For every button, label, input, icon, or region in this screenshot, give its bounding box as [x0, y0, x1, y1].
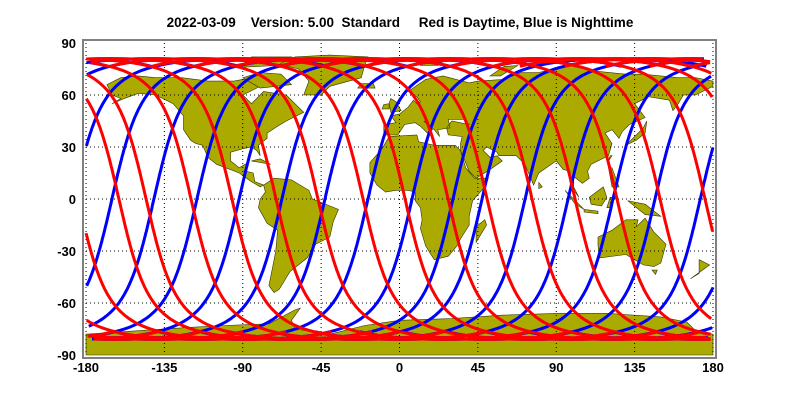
land-borneo: [588, 186, 608, 207]
day-track: [233, 57, 707, 341]
plot-frame: [82, 39, 717, 359]
y-tick-label: 0: [69, 192, 76, 207]
night-track: [228, 57, 710, 341]
night-track: [359, 62, 707, 341]
day-track: [90, 57, 572, 341]
land-africa: [369, 134, 489, 261]
land-sri-lanka: [538, 181, 543, 190]
night-track: [89, 57, 579, 341]
night-track: [271, 57, 704, 341]
y-tick-label: -90: [57, 348, 76, 363]
day-track: [86, 73, 400, 341]
day-track: [90, 61, 445, 341]
x-tick-label: 45: [471, 360, 485, 375]
y-tick-label: -60: [57, 296, 76, 311]
day-track: [109, 57, 617, 341]
day-track: [321, 57, 711, 341]
x-tick-label: 90: [549, 360, 563, 375]
day-track: [451, 57, 715, 232]
day-track: [85, 97, 373, 341]
x-tick-label: 0: [396, 360, 403, 375]
y-tick-label: -30: [57, 244, 76, 259]
day-track: [691, 61, 711, 68]
y-tick-label: 30: [62, 140, 76, 155]
day-track: [649, 57, 703, 68]
day-track: [278, 57, 711, 341]
x-tick-label: -90: [233, 360, 252, 375]
night-track: [158, 57, 666, 341]
y-tick-label: 60: [62, 88, 76, 103]
x-tick-label: -180: [73, 360, 99, 375]
land-new-zealand: [690, 259, 711, 279]
land-greenland: [276, 54, 369, 96]
land-java: [583, 209, 599, 215]
ground-tracks: [84, 57, 715, 341]
day-track: [363, 57, 711, 336]
day-track: [194, 57, 702, 341]
day-track: [84, 232, 332, 341]
day-track: [406, 57, 713, 320]
x-tick-label: 180: [702, 360, 724, 375]
land-north-america: [106, 75, 305, 188]
land-taiwan: [608, 155, 613, 162]
chart-title: 2022-03-09 Version: 5.00 Standard Red is…: [167, 15, 634, 30]
night-track: [401, 74, 712, 341]
x-tick-label: -135: [151, 360, 177, 375]
x-tick-label: -45: [312, 360, 331, 375]
land-new-guinea: [627, 200, 662, 217]
day-track: [85, 318, 287, 341]
night-track: [92, 57, 536, 341]
night-track: [88, 57, 408, 328]
land-eurasia: [383, 63, 714, 198]
day-track: [86, 57, 530, 341]
y-tick-label: 90: [62, 36, 76, 51]
land-cuba: [251, 158, 271, 165]
night-track: [199, 57, 707, 341]
night-track: [88, 57, 451, 338]
night-track: [114, 57, 622, 341]
night-track: [93, 57, 493, 341]
day-track: [86, 57, 486, 341]
y-axis-ticks: 90 60 30 0 -30 -60 -90: [57, 36, 76, 363]
land-ireland: [381, 103, 390, 110]
night-track: [314, 57, 704, 341]
day-track: [151, 57, 659, 341]
land-madagascar: [475, 219, 487, 244]
x-tick-label: 135: [624, 360, 646, 375]
night-track: [446, 147, 715, 341]
land-tasmania: [651, 269, 658, 275]
x-axis-ticks: -180 -135 -90 -45 0 45 90 135 180: [73, 360, 724, 375]
